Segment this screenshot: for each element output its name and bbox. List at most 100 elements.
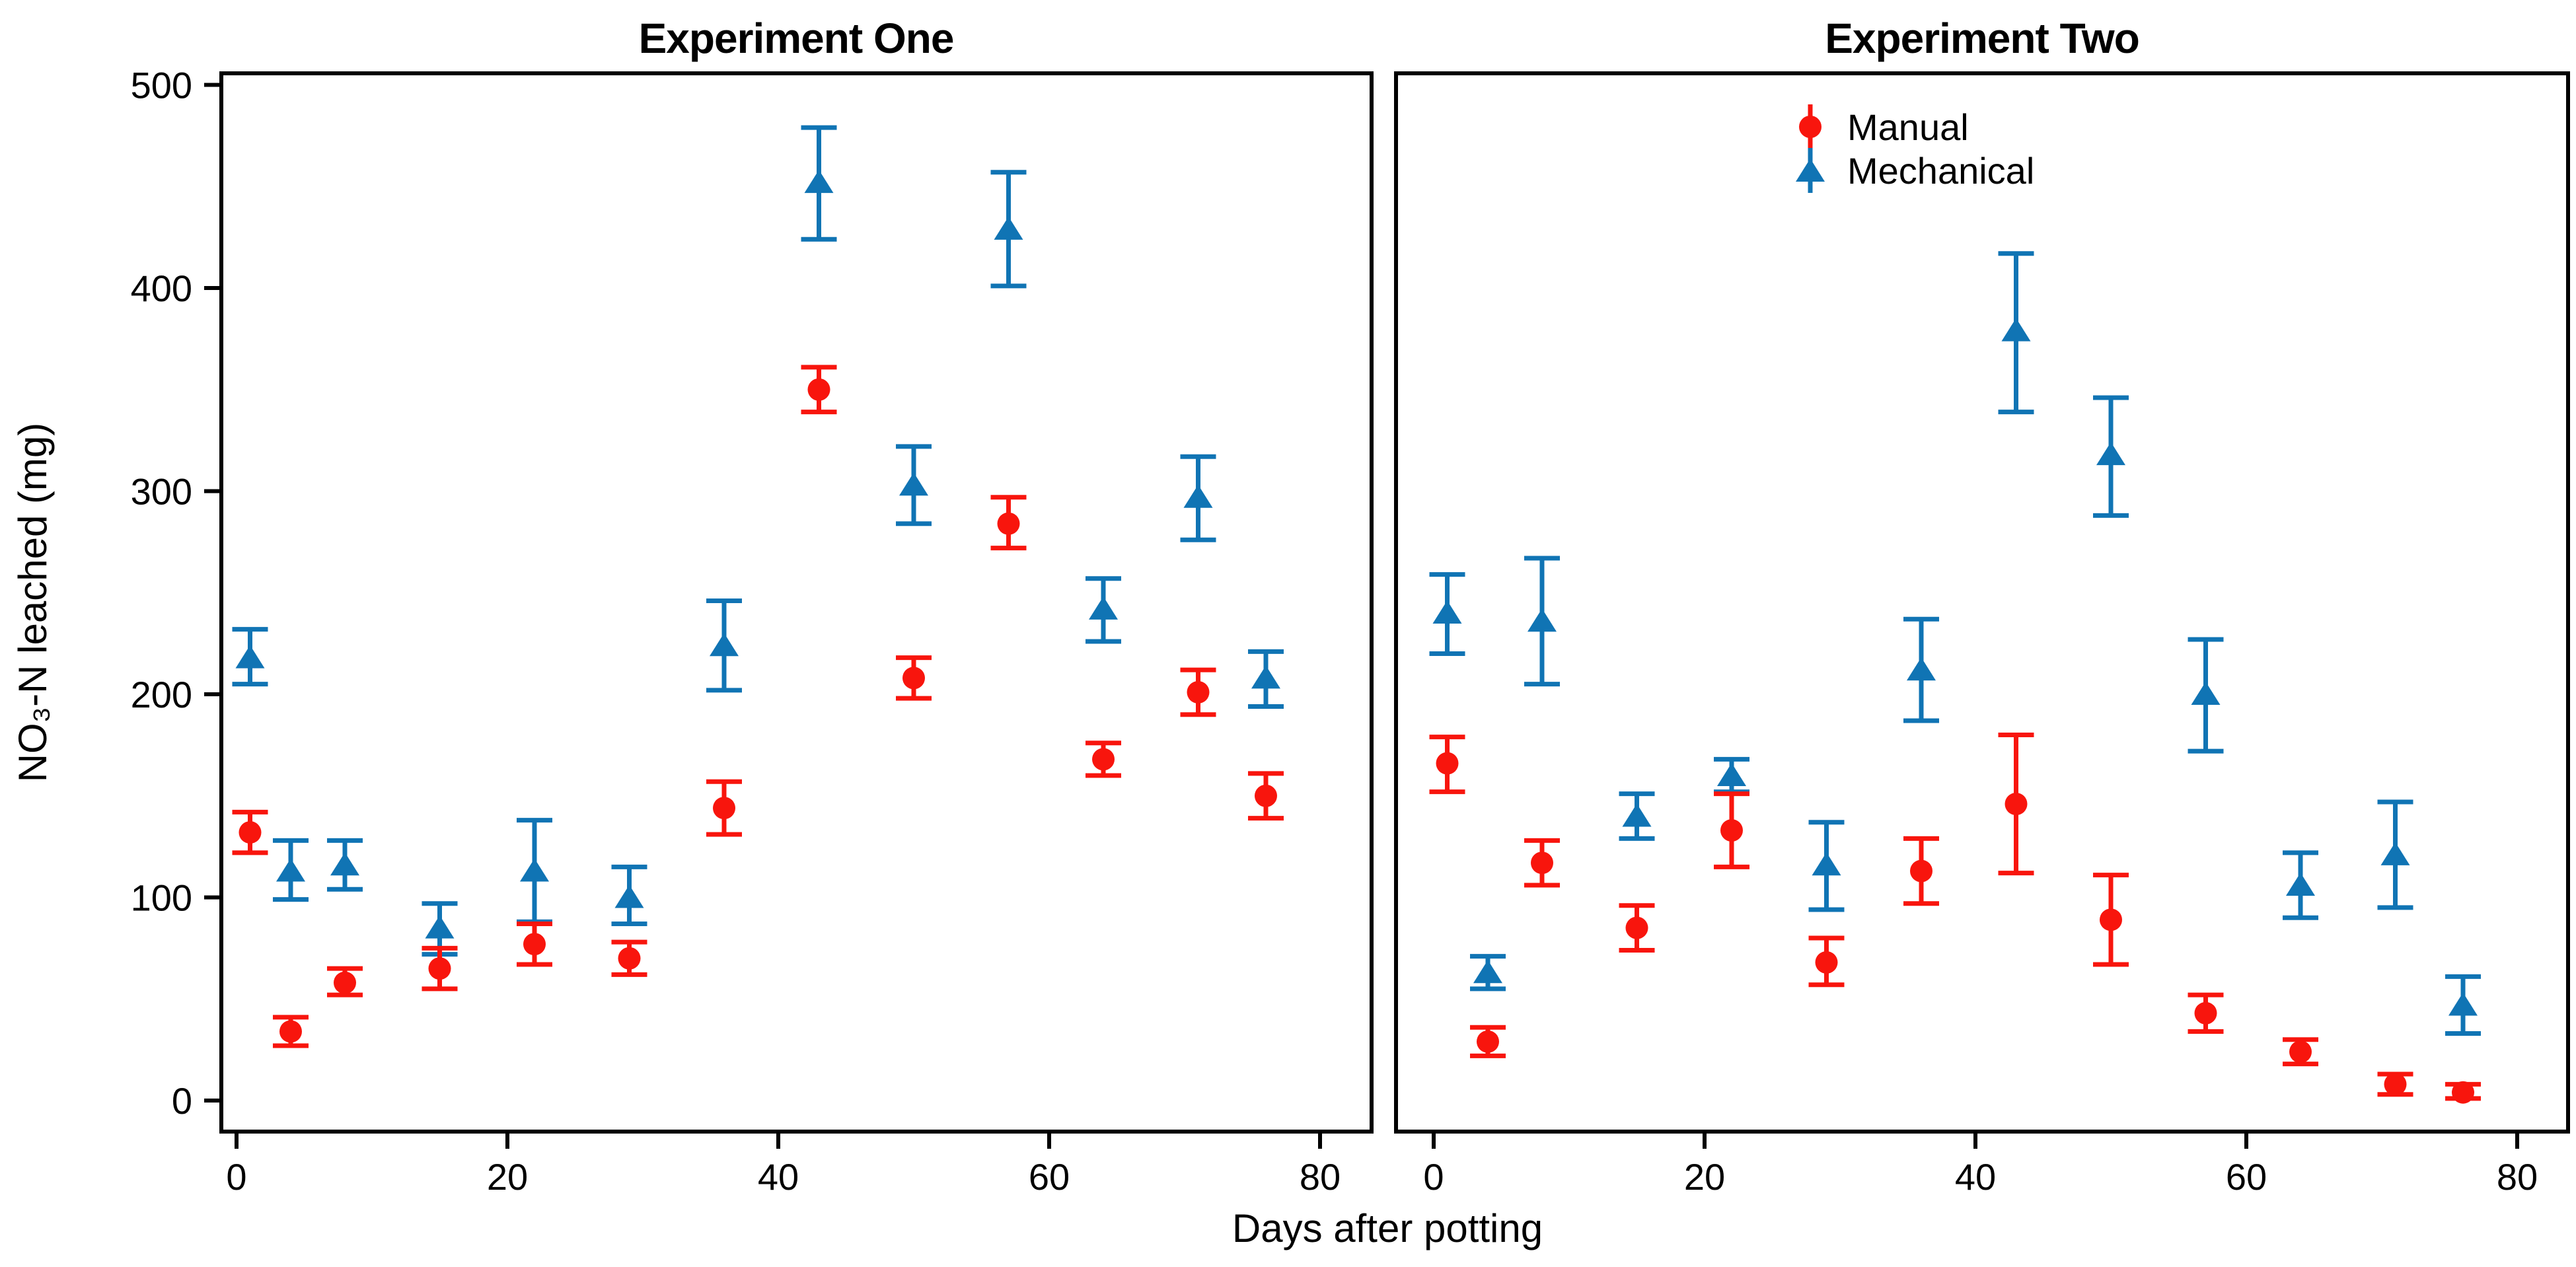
data-point-manual-day1 [1429, 735, 1465, 795]
data-point-mechanical-day50 [2093, 395, 2129, 518]
y-tick-label: 100 [131, 877, 192, 919]
x-tick-label: 80 [1300, 1156, 1341, 1198]
data-point-mechanical-day43 [801, 125, 837, 242]
mechanical-triangle-marker [2448, 992, 2478, 1016]
legend: Manual Mechanical [1796, 104, 2034, 193]
mechanical-triangle-marker [1622, 803, 1652, 827]
data-point-manual-day4 [273, 1015, 309, 1048]
mechanical-triangle-marker [235, 645, 265, 669]
data-point-mechanical-day29 [1808, 820, 1845, 912]
data-point-manual-day64 [1086, 741, 1121, 778]
data-point-mechanical-day71 [1180, 454, 1216, 542]
panel-two-border [1394, 71, 2570, 1134]
manual-circle-marker [1720, 819, 1743, 842]
data-point-mechanical-day76 [2445, 974, 2481, 1036]
panel-one-title: Experiment One [639, 15, 954, 62]
mechanical-triangle-marker [2096, 442, 2125, 466]
manual-circle-marker [334, 971, 356, 994]
mechanical-triangle-marker [614, 885, 644, 908]
data-point-manual-day57 [990, 495, 1027, 551]
data-point-mechanical-day36 [706, 598, 742, 693]
manual-circle-marker [2005, 793, 2028, 816]
data-point-manual-day71 [2377, 1071, 2413, 1097]
data-point-manual-day15 [422, 945, 458, 992]
manual-circle-marker [618, 947, 641, 970]
mechanical-triangle-marker [1251, 665, 1280, 689]
legend-item-mechanical: Mechanical [1796, 148, 2034, 193]
y-tick-label: 200 [131, 674, 192, 715]
data-point-mechanical-day4 [1470, 954, 1506, 992]
y-tick-label: 500 [131, 65, 192, 106]
mechanical-triangle-marker [1907, 657, 1936, 681]
mechanical-triangle-marker [1089, 596, 1118, 620]
y-tick-label: 300 [131, 471, 192, 513]
data-point-mechanical-day64 [2283, 850, 2318, 920]
data-point-manual-day15 [1619, 903, 1655, 953]
x-tick-label: 0 [1423, 1156, 1444, 1198]
manual-circle-marker [1625, 916, 1648, 939]
x-tick-label: 20 [487, 1156, 528, 1198]
data-point-mechanical-day64 [1086, 576, 1121, 644]
mechanical-triangle-marker [1812, 852, 1841, 876]
mechanical-triangle-marker [994, 216, 1023, 240]
data-point-manual-day8 [1524, 838, 1560, 888]
data-point-manual-day36 [706, 779, 742, 837]
manual-circle-marker [1187, 680, 1210, 704]
x-axis-title: Days after potting [1232, 1206, 1543, 1250]
mechanical-triangle-marker [425, 915, 455, 939]
data-point-manual-day57 [2188, 992, 2224, 1034]
data-point-mechanical-day50 [896, 444, 932, 526]
panel-one-border [219, 71, 1374, 1134]
data-point-mechanical-day76 [1248, 649, 1284, 709]
mechanical-triangle-marker [520, 858, 549, 882]
data-point-manual-day43 [1998, 733, 2034, 876]
manual-circle-marker [1910, 859, 1932, 883]
data-point-mechanical-day8 [1524, 556, 1560, 687]
mechanical-triangle-marker [2286, 873, 2315, 896]
manual-circle-marker [1477, 1030, 1499, 1053]
data-point-mechanical-day22 [1714, 756, 1749, 795]
manual-circle-marker [2194, 1001, 2217, 1025]
manual-circle-marker [1815, 951, 1838, 974]
legend-mechanical-triangle-icon [1796, 159, 1825, 182]
mechanical-triangle-marker [1717, 763, 1746, 786]
manual-circle-marker [279, 1020, 302, 1043]
panel-two-title: Experiment Two [1825, 15, 2139, 62]
manual-circle-marker [428, 957, 451, 980]
data-point-manual-day1 [232, 809, 268, 855]
data-point-manual-day50 [2093, 873, 2129, 967]
manual-circle-marker [2100, 908, 2122, 931]
data-point-mechanical-day1 [1429, 572, 1465, 656]
manual-circle-marker [997, 512, 1020, 535]
x-tick-label: 20 [1684, 1156, 1725, 1198]
data-point-mechanical-day36 [1903, 616, 1939, 723]
mechanical-triangle-marker [2380, 842, 2410, 865]
x-tick-label: 40 [758, 1156, 799, 1198]
mechanical-triangle-marker [1473, 960, 1502, 984]
manual-circle-marker [1531, 851, 1553, 875]
legend-manual-circle-icon [1799, 116, 1822, 138]
legend-mechanical-label: Mechanical [1847, 150, 2034, 192]
manual-circle-marker [2384, 1073, 2407, 1096]
manual-circle-marker [2452, 1081, 2474, 1104]
manual-circle-marker [523, 933, 546, 956]
mechanical-triangle-marker [2001, 318, 2031, 342]
mechanical-triangle-marker [276, 858, 305, 882]
y-tick-label: 0 [172, 1080, 192, 1122]
data-point-mechanical-day57 [2188, 637, 2224, 754]
x-tick-label: 40 [1955, 1156, 1996, 1198]
legend-manual-label: Manual [1847, 106, 1969, 148]
data-point-manual-day8 [327, 966, 363, 997]
mechanical-triangle-marker [330, 852, 359, 876]
data-point-manual-day22 [517, 921, 552, 967]
data-point-mechanical-day29 [611, 864, 647, 926]
data-point-manual-day36 [1903, 836, 1939, 906]
data-point-mechanical-day1 [232, 627, 268, 687]
y-axis-title: NO₃-N leached (mg) [11, 423, 55, 783]
x-tick-label: 60 [1029, 1156, 1070, 1198]
data-point-mechanical-day8 [327, 838, 363, 892]
data-point-manual-day76 [1248, 771, 1284, 821]
x-tick-label: 60 [2226, 1156, 2267, 1198]
